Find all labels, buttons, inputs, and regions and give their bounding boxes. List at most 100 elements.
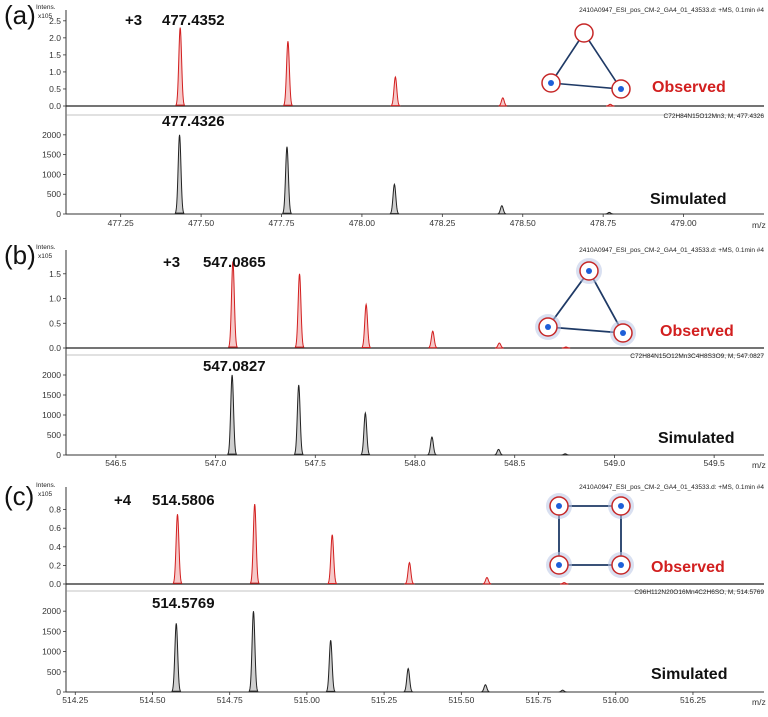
- node-core: [586, 268, 592, 274]
- simulated-y-tick-label: 500: [47, 189, 61, 199]
- simulated-peak: [389, 182, 400, 215]
- simulated-peak: [248, 611, 259, 692]
- y-scale-label: x105: [38, 253, 52, 260]
- panel-label: (a): [4, 0, 36, 30]
- observed-peak: [561, 346, 571, 349]
- x-tick-label: 548.0: [404, 458, 426, 468]
- simulated-peak: [174, 134, 185, 214]
- observed-y-tick-label: 0.5: [49, 84, 61, 94]
- simulated-y-tick-label: 1000: [42, 410, 61, 420]
- observed-axes-b: 0.0 0.5 1.0 1.5: [49, 250, 764, 455]
- simulated-legend: Simulated: [658, 430, 734, 447]
- observed-mz-label: 547.0865: [203, 254, 266, 271]
- x-tick-label: 479.00: [671, 218, 697, 228]
- simulated-y-tick-label: 1500: [42, 390, 61, 400]
- observed-y-tick-label: 0.0: [49, 579, 61, 589]
- cluster-icon-b: [535, 258, 636, 346]
- simulated-peak: [494, 448, 503, 456]
- x-unit-label: m/z: [752, 460, 766, 470]
- node-core: [556, 503, 562, 509]
- simulated-header: C72H84N15O12Mn3, M, 477.4326: [664, 113, 765, 120]
- x-unit-label: m/z: [752, 697, 766, 707]
- x-tick-label: 549.5: [704, 458, 726, 468]
- simulated-peak: [497, 205, 507, 215]
- observed-peak: [294, 273, 305, 348]
- observed-header: 2410A0947_ESI_pos_CM-2_GA4_01_43533.d: +…: [579, 247, 764, 254]
- observed-y-tick-label: 0.6: [49, 523, 61, 533]
- observed-peak: [482, 576, 492, 585]
- simulated-legend: Simulated: [651, 666, 727, 683]
- spectrum-chart-c: 0.0 0.2 0.4 0.6 0.8 0 500 1000 1500 2000 514.25 51…: [36, 482, 766, 707]
- intens-label: Intens.: [36, 482, 56, 489]
- x-tick-label: 478.75: [590, 218, 616, 228]
- observed-peak: [495, 342, 504, 349]
- observed-y-tick-label: 0.0: [49, 101, 61, 111]
- triangle-edge: [549, 31, 623, 90]
- simulated-y-tick-label: 1500: [42, 150, 61, 160]
- observed-peak: [228, 261, 238, 348]
- x-tick-label: 515.00: [294, 695, 320, 705]
- x-tick-label: 516.00: [603, 695, 629, 705]
- observed-legend: Observed: [651, 559, 725, 576]
- charge-label: +4: [114, 492, 132, 509]
- observed-peak: [403, 561, 416, 585]
- x-tick-label: 478.50: [510, 218, 536, 228]
- observed-y-tick-label: 0.4: [49, 542, 61, 552]
- observed-y-tick-label: 2.5: [49, 16, 61, 26]
- observed-y-tick-label: 0.0: [49, 343, 61, 353]
- spectrum-chart-a: 0.0 0.5 1.0 1.5 2.0 2.5 0 500 1000 1500 2000 477.2…: [36, 4, 766, 230]
- observed-y-tick-label: 1.5: [49, 269, 61, 279]
- observed-y-tick-label: 0.8: [49, 505, 61, 515]
- x-tick-label: 477.25: [108, 218, 134, 228]
- panel-a: 0.0 0.5 1.0 1.5 2.0 2.5 0 500 1000 1500 2000 477.2…: [0, 0, 768, 236]
- simulated-peak: [360, 411, 371, 456]
- node-core: [545, 324, 551, 330]
- observed-axes-c: 0.0 0.2 0.4 0.6 0.8: [49, 487, 764, 692]
- intens-label: Intens.: [36, 4, 56, 11]
- simulated-peak: [605, 211, 614, 215]
- simulated-header: C72H84N15O12Mn3C4H8S3O9, M, 547.0827: [630, 353, 764, 360]
- node-core: [618, 562, 624, 568]
- node-core: [556, 562, 562, 568]
- simulated-y-tick-label: 1000: [42, 169, 61, 179]
- node-core: [548, 80, 554, 86]
- x-tick-label: 548.5: [504, 458, 526, 468]
- node-core: [620, 330, 626, 336]
- simulated-y-tick-label: 500: [47, 430, 61, 440]
- observed-peak: [389, 75, 401, 107]
- intens-label: Intens.: [36, 244, 56, 251]
- panel-label: (b): [4, 240, 36, 270]
- simulated-y-tick-label: 0: [56, 209, 61, 219]
- panel-c: 0.0 0.2 0.4 0.6 0.8 0 500 1000 1500 2000 514.25 51…: [0, 481, 768, 717]
- x-tick-label: 478.00: [349, 218, 375, 228]
- simulated-y-tick-label: 0: [56, 687, 61, 697]
- x-tick-label: 515.75: [526, 695, 552, 705]
- observed-mz-label: 477.4352: [162, 12, 225, 29]
- simulated-peak: [227, 374, 238, 455]
- simulated-peak: [171, 623, 182, 692]
- observed-peak: [249, 503, 260, 584]
- simulated-legend: Simulated: [650, 191, 726, 208]
- x-tick-label: 477.50: [188, 218, 214, 228]
- simulated-peak: [560, 453, 570, 456]
- simulated-axes-a: 0 500 1000 1500 2000 477.25 477.50 477.75 478.00…: [42, 114, 764, 228]
- observed-y-tick-label: 0.2: [49, 560, 61, 570]
- observed-peak: [282, 41, 293, 106]
- simulated-peak: [293, 384, 304, 455]
- simulated-y-tick-label: 2000: [42, 370, 61, 380]
- observed-y-tick-label: 1.0: [49, 67, 61, 77]
- simulated-header: C96H112N20O16Mn4C2H6SO, M, 514.5769: [634, 589, 764, 596]
- node-ring: [574, 23, 594, 43]
- simulated-y-tick-label: 2000: [42, 130, 61, 140]
- observed-peak: [606, 103, 615, 107]
- x-tick-label: 547.0: [205, 458, 227, 468]
- x-tick-label: 514.25: [62, 695, 88, 705]
- simulated-y-tick-label: 1000: [42, 647, 61, 657]
- simulated-peak: [402, 667, 414, 693]
- observed-peak: [172, 514, 183, 584]
- simulated-peak: [325, 640, 336, 692]
- x-tick-label: 546.5: [105, 458, 127, 468]
- observed-legend: Observed: [652, 79, 726, 96]
- simulated-peak: [425, 436, 438, 456]
- y-scale-label: x105: [38, 491, 52, 498]
